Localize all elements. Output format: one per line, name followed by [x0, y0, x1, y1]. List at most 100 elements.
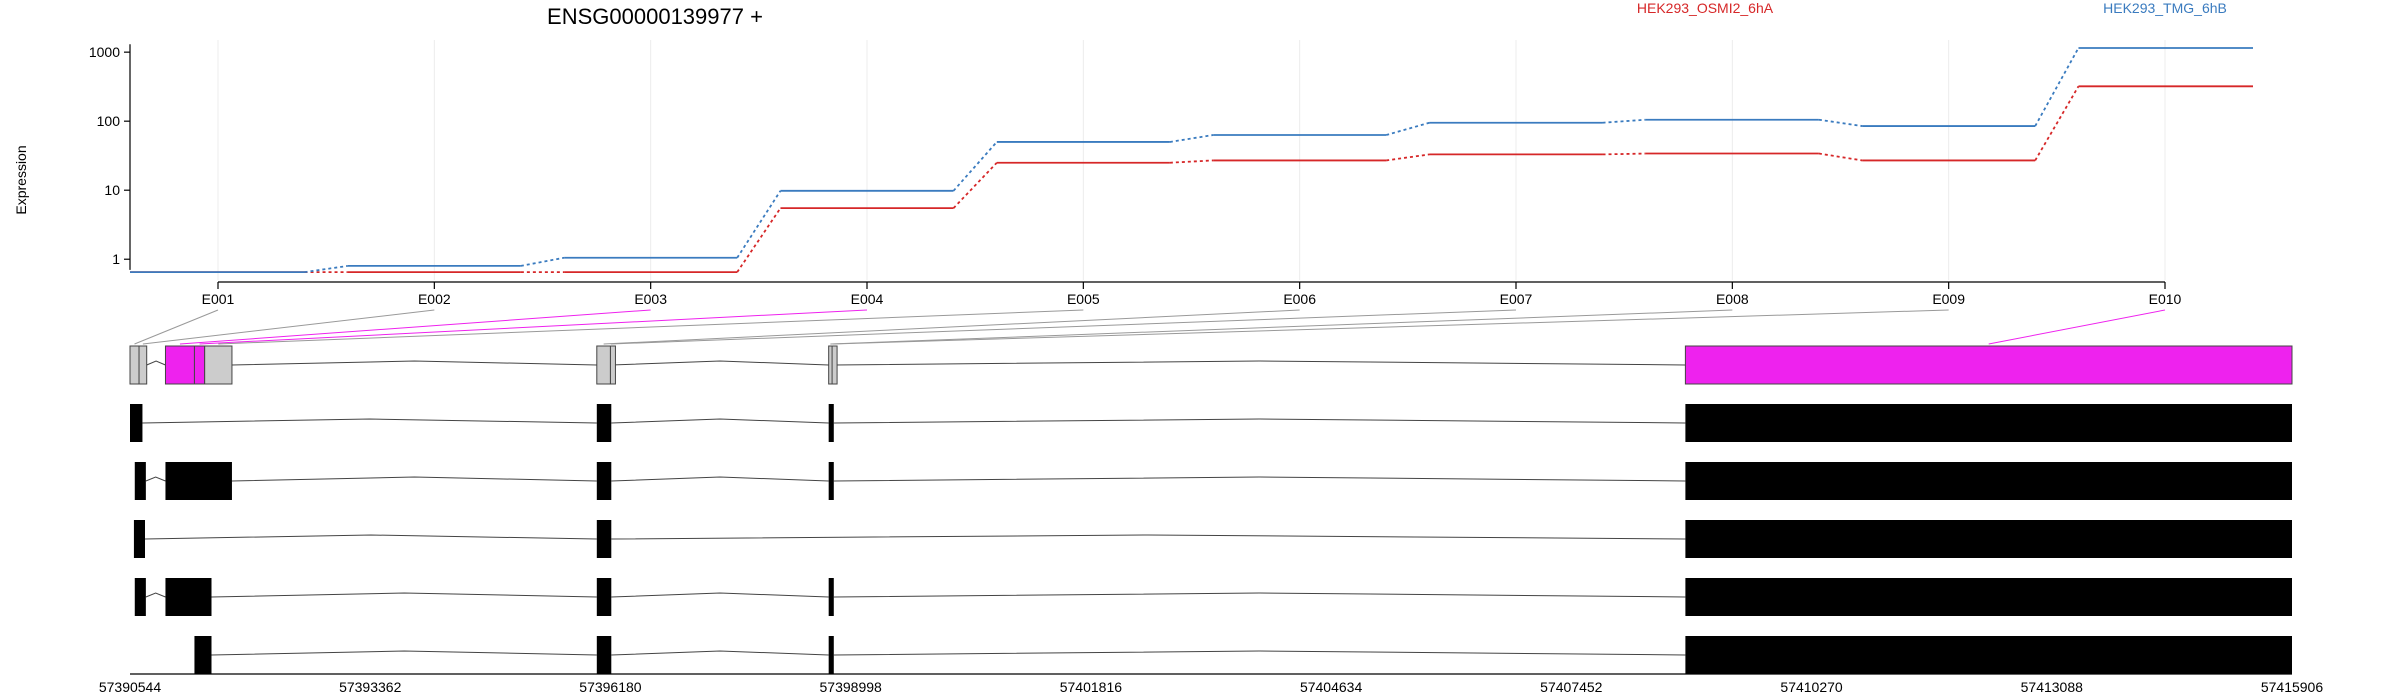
intron-line — [146, 360, 166, 366]
intron-line — [611, 650, 829, 656]
exon-block — [1685, 404, 2292, 442]
series-connector — [1386, 153, 1430, 162]
y-tick-label: 10 — [104, 182, 120, 198]
series-connector — [304, 265, 348, 274]
exon-connector — [832, 309, 1949, 345]
x-tick-label: E002 — [418, 291, 451, 307]
exon-E003 — [164, 345, 195, 385]
exon-E009 — [831, 345, 838, 385]
series-connector — [736, 207, 782, 273]
exon-E001 — [129, 345, 140, 385]
exon-block — [133, 520, 146, 558]
genomic-tick-label: 57410270 — [1780, 679, 1843, 695]
x-tick-label: E009 — [1932, 291, 1965, 307]
x-tick-label: E003 — [634, 291, 667, 307]
exon-block — [194, 636, 212, 674]
x-tick-label: E004 — [851, 291, 884, 307]
exon-block — [828, 578, 834, 616]
legend-label: HEK293_OSMI2_6hA — [1637, 0, 1774, 16]
intron-line — [231, 476, 597, 482]
gene-model — [129, 345, 2293, 385]
series-connector — [1602, 118, 1646, 124]
intron-line — [833, 592, 1686, 598]
exon-block — [596, 578, 612, 616]
exon-block — [596, 636, 612, 674]
exon-connector — [199, 309, 868, 345]
intron-line — [611, 534, 1686, 540]
intron-line — [833, 360, 1686, 366]
intron-line — [611, 476, 829, 482]
exon-E006 — [596, 345, 611, 385]
x-tick-label: E006 — [1283, 291, 1316, 307]
genomic-tick-label: 57396180 — [579, 679, 642, 695]
genomic-tick-label: 57404634 — [1300, 679, 1363, 695]
intron-line — [211, 592, 597, 598]
exon-E005 — [204, 345, 233, 385]
exon-block — [134, 578, 146, 616]
series — [130, 47, 2253, 274]
legend-label: HEK293_TMG_6hB — [2103, 0, 2227, 16]
genomic-tick-label: 57390544 — [99, 679, 162, 695]
series-connector — [2034, 85, 2080, 161]
transcript-track — [134, 578, 2292, 616]
x-tick-label: E005 — [1067, 291, 1100, 307]
series-connector — [1818, 152, 1863, 162]
exon-connector — [142, 309, 435, 345]
intron-line — [145, 476, 166, 482]
intron-line — [833, 418, 1686, 424]
exon-connector — [134, 309, 219, 345]
exon-block — [596, 462, 612, 500]
series-connector — [736, 190, 782, 259]
exon-connector — [218, 309, 1084, 345]
intron-line — [145, 592, 166, 598]
exon-connector — [179, 309, 651, 345]
x-tick-label: E008 — [1716, 291, 1749, 307]
exon-E004 — [193, 345, 206, 385]
series-connector — [1169, 159, 1214, 164]
transcript-track — [134, 462, 2292, 500]
intron-line — [231, 360, 597, 366]
exon-block — [1685, 520, 2292, 558]
exon-block — [828, 404, 834, 442]
x-tick-label: E001 — [202, 291, 235, 307]
genomic-tick-label: 57393362 — [339, 679, 402, 695]
intron-line — [144, 534, 597, 540]
exon-block — [1685, 462, 2292, 500]
intron-line — [611, 418, 829, 424]
y-axis-label: Expression — [13, 145, 29, 214]
exon-connector — [603, 309, 1300, 345]
exon-E002 — [138, 345, 148, 385]
x-tick-label: E007 — [1500, 291, 1533, 307]
axes: 1 10 100 1000 E001 E002 E003 E004 E005 E006 E007 E0… — [89, 44, 2182, 307]
y-tick-label: 1000 — [89, 44, 120, 60]
series-connector — [952, 141, 998, 192]
intron-line — [611, 592, 829, 598]
series-HEK293_OSMI2_6hA — [130, 85, 2253, 274]
genomic-tick-label: 57415906 — [2261, 679, 2324, 695]
series-connector — [952, 162, 998, 209]
intron-line — [611, 360, 829, 366]
exon-E007 — [609, 345, 616, 385]
genomic-tick-label: 57398998 — [820, 679, 883, 695]
y-tick-label: 100 — [97, 113, 121, 129]
exon-block — [165, 462, 232, 500]
series-connector — [1818, 118, 1863, 127]
transcript-track — [194, 636, 2292, 674]
transcript-track — [133, 520, 2292, 558]
exon-connector — [830, 309, 1733, 345]
exon-block — [596, 520, 612, 558]
intron-line — [211, 650, 597, 656]
exon-connector — [610, 309, 1517, 345]
series-HEK293_TMG_6hB — [130, 47, 2253, 274]
x-tick-label: E010 — [2149, 291, 2182, 307]
exon-E010 — [1684, 345, 2293, 385]
series-connector — [2034, 47, 2080, 127]
exon-connector — [1988, 309, 2166, 345]
exon-block — [828, 462, 834, 500]
y-tick-label: 1 — [112, 251, 120, 267]
intron-line — [833, 476, 1686, 482]
exon-block — [130, 404, 143, 442]
genomic-tick-label: 57401816 — [1060, 679, 1123, 695]
exon-block — [1685, 578, 2292, 616]
